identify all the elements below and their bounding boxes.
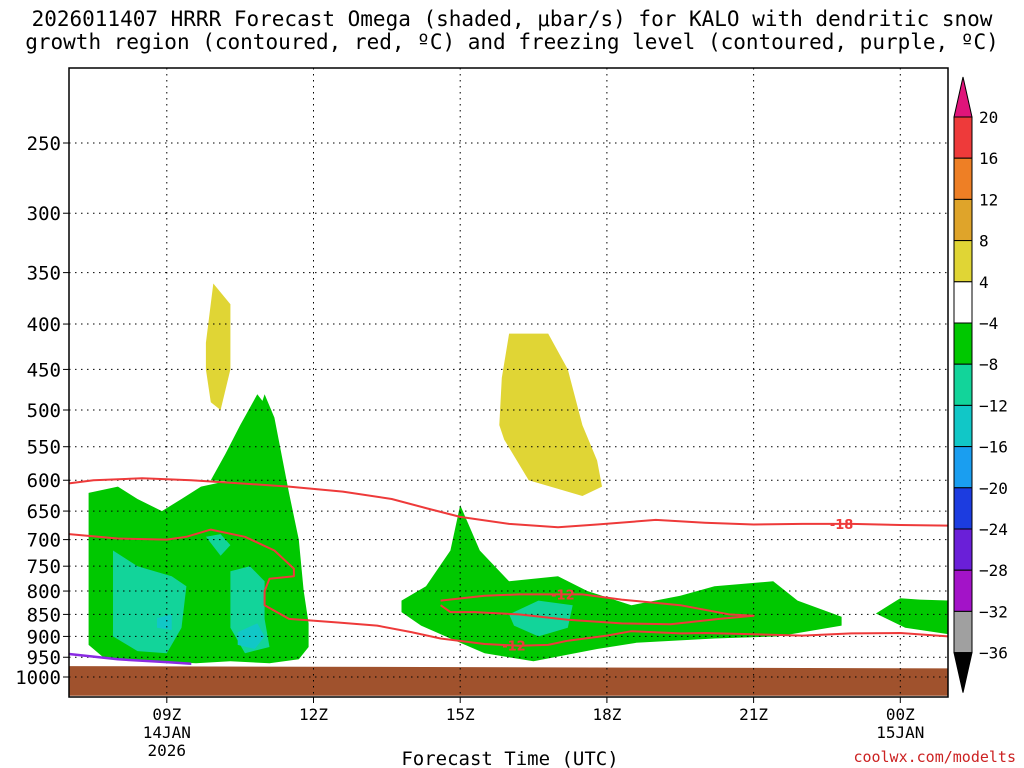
shade-descent-2: [499, 333, 602, 496]
shade-descent-1: [205, 283, 231, 410]
contour-dgz-upper: [69, 477, 948, 529]
y-tick-label: 1000: [15, 667, 61, 689]
colorbar-label: −24: [979, 520, 1008, 539]
y-tick-label: 250: [27, 133, 61, 155]
colorbar-label: 20: [979, 108, 998, 127]
x-tick-label: 00Z: [886, 705, 915, 724]
x-axis-label: Forecast Time (UTC): [401, 748, 618, 768]
y-tick-label: 850: [27, 604, 61, 626]
shade-ascent-right: [875, 598, 948, 635]
x-tick-label: 09Z: [152, 705, 181, 724]
contour-lines: -18 -12 -12: [69, 477, 948, 665]
shade-ascent-core-6: [157, 614, 172, 630]
ground-layer: [69, 666, 948, 696]
colorbar-label: −4: [979, 314, 998, 333]
y-tick-label: 650: [27, 501, 61, 523]
colorbar-swatch: [953, 404, 973, 448]
chart-title-line1: 2026011407 HRRR Forecast Omega (shaded, …: [31, 7, 993, 31]
colorbar-label: −28: [979, 561, 1008, 580]
y-tick-label: 300: [27, 203, 61, 225]
colorbar-swatch: [953, 528, 973, 571]
colorbar-swatch: [953, 569, 973, 612]
x-tick-year: 2026: [148, 741, 187, 760]
y-tick-label: 750: [27, 556, 61, 578]
ground-surface: [69, 666, 948, 696]
contour-freezing-level: [69, 652, 192, 665]
colorbar-label: −8: [979, 355, 998, 374]
contour-label-dgz-inner: -12: [551, 588, 575, 603]
x-tick-label: 21Z: [739, 705, 768, 724]
colorbar-label: 4: [979, 273, 989, 292]
contour-label-dgz-upper: -18: [830, 518, 854, 533]
y-tick-label: 900: [27, 626, 61, 648]
y-tick-label: 550: [27, 437, 61, 459]
omega-shading: [88, 283, 948, 664]
colorbar-label: 8: [979, 232, 989, 251]
x-tick-date: 14JAN: [143, 723, 191, 742]
shade-ascent-core-4: [509, 600, 573, 637]
y-tick-label: 700: [27, 530, 61, 552]
contour-dgz-lower: [69, 528, 948, 647]
chart-title: 2026011407 HRRR Forecast Omega (shaded, …: [0, 8, 1024, 54]
shade-ascent-mid: [401, 505, 842, 662]
colorbar-swatch: [953, 157, 973, 200]
colorbar-label: −12: [979, 396, 1008, 415]
colorbar-swatch: [953, 116, 973, 159]
colorbar-label: −32: [979, 602, 1008, 621]
colorbar-swatch: [953, 487, 973, 530]
y-tick-label: 400: [27, 314, 61, 336]
colorbar-swatch: [953, 610, 973, 654]
y-tick-label: 500: [27, 400, 61, 422]
colorbar-swatch: [953, 240, 973, 283]
colorbar-top-arrow: [953, 76, 973, 118]
contour-dgz-inner: [440, 593, 755, 626]
credit-text[interactable]: coolwx.com/modelts: [853, 748, 1016, 766]
y-tick-label: 350: [27, 263, 61, 285]
shade-ascent-upper-lobe: [210, 394, 285, 493]
x-tick-label: 18Z: [592, 705, 621, 724]
colorbar-bottom-arrow: [953, 652, 973, 693]
colorbar-label: 12: [979, 190, 998, 209]
colorbar-swatch: [953, 322, 973, 365]
colorbar-label: −36: [979, 644, 1008, 663]
shade-ascent-core-3: [205, 534, 231, 556]
shade-ascent-core-5: [237, 623, 265, 649]
x-tick-label: 12Z: [299, 705, 328, 724]
y-tick-label: 600: [27, 470, 61, 492]
plot-frame: [68, 67, 949, 698]
y-axis: 2503003504004505005506006507007508008509…: [15, 133, 69, 689]
chart-title-line2: growth region (contoured, red, ºC) and f…: [25, 30, 999, 54]
colorbar-swatch: [953, 198, 973, 242]
colorbar-swatch: [953, 281, 973, 324]
y-tick-label: 450: [27, 359, 61, 381]
colorbar-label: −16: [979, 438, 1008, 457]
colorbar-swatch: [953, 363, 973, 406]
contour-label-dgz-lower: -12: [502, 640, 526, 655]
x-tick-date: 15JAN: [876, 723, 924, 742]
colorbar: 20 16 12 8 4 −4 −8 −12 −16 −20 −24 −28 −32 −36: [953, 76, 1008, 693]
y-tick-label: 950: [27, 647, 61, 669]
x-tick-label: 15Z: [446, 705, 475, 724]
colorbar-swatch: [953, 446, 973, 489]
colorbar-label: −20: [979, 479, 1008, 498]
y-tick-label: 800: [27, 581, 61, 603]
colorbar-label: 16: [979, 149, 998, 168]
